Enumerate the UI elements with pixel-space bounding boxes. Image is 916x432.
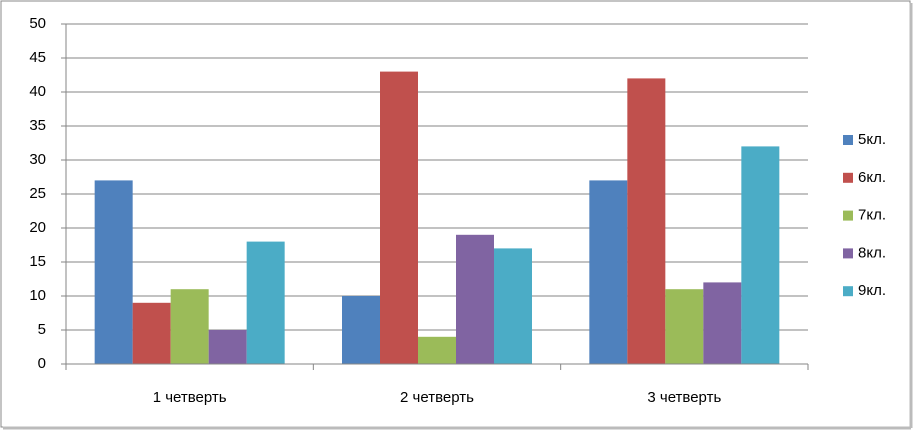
x-tick-label: 3 четверть (647, 389, 721, 406)
bar (665, 289, 704, 364)
bar (170, 289, 209, 364)
legend-label: 5кл. (858, 131, 886, 148)
bar (494, 248, 532, 364)
legend-label: 7кл. (858, 207, 886, 224)
bar (741, 146, 780, 364)
legend-label: 8кл. (858, 244, 886, 261)
bar (208, 330, 247, 364)
legend-swatch (843, 135, 853, 145)
legend-swatch (843, 286, 853, 297)
y-tick-label: 45 (29, 49, 46, 66)
y-tick-label: 0 (38, 355, 46, 372)
y-tick-label: 10 (29, 287, 46, 304)
y-tick-label: 20 (29, 219, 46, 236)
y-tick-label: 5 (38, 321, 46, 338)
legend-label: 6кл. (858, 169, 886, 186)
legend-label: 9кл. (858, 282, 886, 299)
y-tick-label: 15 (29, 253, 46, 270)
bar (380, 71, 418, 364)
x-tick-label: 2 четверть (400, 389, 474, 406)
y-tick-label: 35 (29, 117, 46, 134)
bar (589, 180, 628, 364)
legend-swatch (843, 210, 853, 221)
bar (94, 180, 133, 364)
y-tick-label: 40 (29, 83, 46, 100)
bar (342, 296, 380, 364)
bar (703, 282, 742, 364)
legend-swatch (843, 248, 853, 259)
bar (246, 241, 285, 364)
y-tick-label: 30 (29, 151, 46, 168)
x-tick-label: 1 четверть (153, 389, 227, 406)
bar (627, 78, 666, 365)
bar (418, 336, 456, 364)
bar (456, 234, 494, 364)
legend-swatch (843, 172, 853, 183)
y-tick-label: 50 (29, 15, 46, 32)
y-tick-label: 25 (29, 185, 46, 202)
bar (132, 302, 171, 364)
